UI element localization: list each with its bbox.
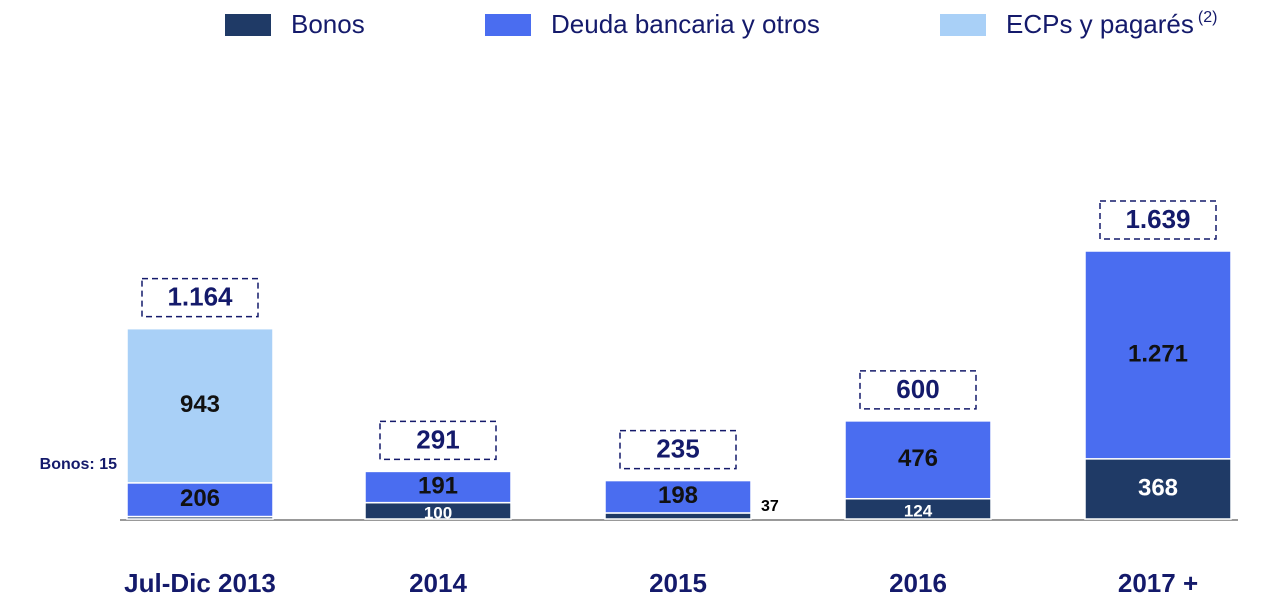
value-label: 100 bbox=[424, 503, 452, 522]
x-tick-label: 2017 + bbox=[1118, 568, 1198, 598]
x-tick-label: Jul-Dic 2013 bbox=[124, 568, 276, 598]
legend-swatch bbox=[225, 14, 271, 36]
value-label: 206 bbox=[180, 485, 220, 512]
total-box bbox=[619, 429, 737, 470]
total-label: 291 bbox=[416, 424, 459, 454]
legend-swatch bbox=[485, 14, 531, 36]
value-label: 368 bbox=[1138, 474, 1178, 501]
bar-segment bbox=[126, 327, 274, 484]
total-box bbox=[141, 277, 259, 318]
value-label: 943 bbox=[180, 391, 220, 418]
value-label: 191 bbox=[418, 472, 458, 499]
value-label: 37 bbox=[761, 498, 779, 515]
value-label: 124 bbox=[904, 501, 933, 520]
total-box bbox=[859, 370, 977, 410]
bar-segment bbox=[604, 512, 752, 520]
total-label: 235 bbox=[656, 433, 699, 463]
x-tick-label: 2016 bbox=[889, 568, 947, 598]
value-label: 1.271 bbox=[1128, 340, 1188, 367]
total-box bbox=[379, 420, 497, 461]
bar-segment bbox=[844, 420, 992, 500]
legend-label: ECPs y pagarés bbox=[1006, 9, 1194, 39]
legend-swatch bbox=[940, 14, 986, 36]
value-label: Bonos: 15 bbox=[40, 456, 117, 473]
legend-note: (2) bbox=[1198, 9, 1218, 26]
bar-segment bbox=[126, 482, 274, 518]
legend-label: Bonos bbox=[291, 9, 365, 39]
value-label: 476 bbox=[898, 445, 938, 472]
x-tick-label: 2015 bbox=[649, 568, 707, 598]
legend-label: Deuda bancaria y otros bbox=[551, 9, 820, 39]
total-label: 1.639 bbox=[1125, 204, 1190, 234]
total-box bbox=[1099, 200, 1217, 240]
bar-segment bbox=[1084, 250, 1232, 460]
bar-segment bbox=[364, 470, 512, 504]
bar-segment bbox=[1084, 458, 1232, 520]
bar-segment bbox=[604, 479, 752, 514]
value-label: 198 bbox=[658, 482, 698, 509]
x-tick-label: 2014 bbox=[409, 568, 467, 598]
total-label: 1.164 bbox=[167, 282, 233, 312]
total-label: 600 bbox=[896, 374, 939, 404]
